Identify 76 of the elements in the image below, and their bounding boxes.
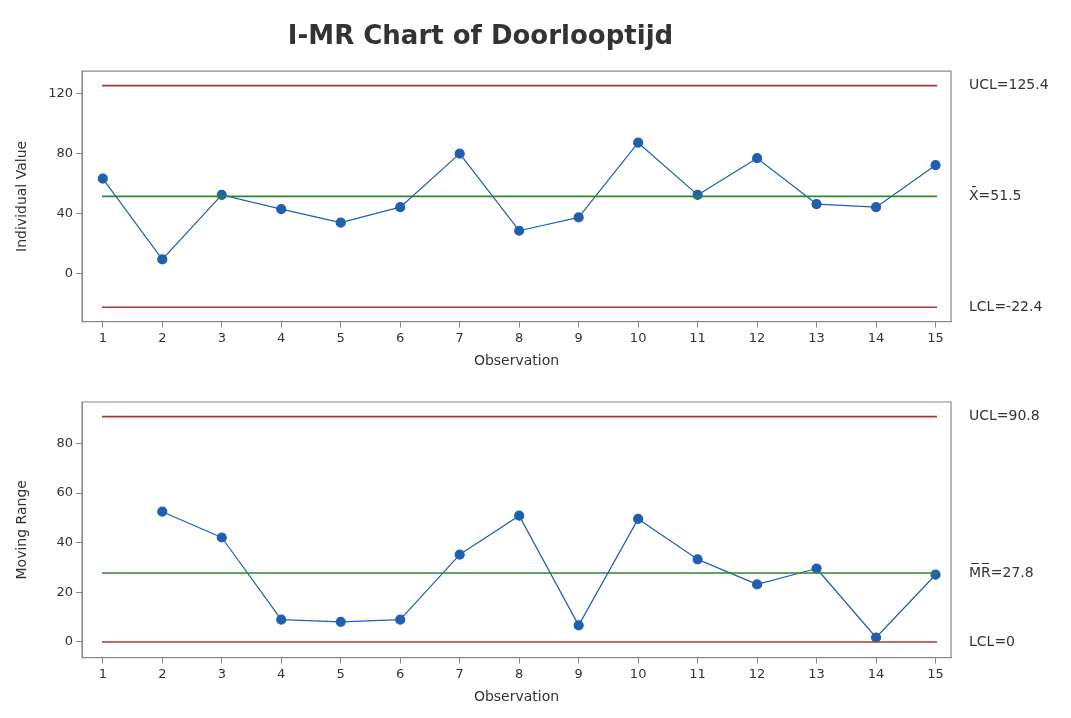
x-tick-label: 15: [927, 329, 944, 345]
point: [633, 513, 644, 524]
x-tick-label: 6: [396, 329, 405, 345]
y-tick-label: 80: [56, 145, 73, 161]
x-tick-label: 3: [217, 665, 226, 681]
x-tick-label: 13: [808, 665, 825, 681]
x-tick-label: 8: [515, 665, 524, 681]
point: [395, 202, 406, 213]
x-tick-label: 4: [277, 665, 286, 681]
ref-line-label: LCL=0: [969, 632, 1016, 649]
point: [514, 225, 525, 236]
point: [335, 217, 346, 228]
x-tick-label: 3: [217, 329, 226, 345]
point: [573, 212, 584, 223]
ref-line-label: LCL=-22.4: [969, 297, 1043, 314]
point: [752, 579, 763, 590]
x-tick-label: 14: [867, 665, 885, 681]
point: [216, 532, 227, 543]
y-tick-label: 40: [56, 534, 73, 550]
x-tick-label: 5: [336, 329, 345, 345]
point: [930, 160, 941, 171]
x-tick-label: 14: [867, 329, 885, 345]
ref-line-label: UCL=125.4: [969, 76, 1049, 93]
point: [870, 632, 882, 643]
chart-title: I-MR Chart of Doorlooptijd: [287, 20, 674, 51]
x-tick-label: 9: [574, 329, 583, 345]
x-tick-label: 11: [689, 665, 706, 681]
x-tick-label: 7: [455, 665, 464, 681]
point: [573, 620, 584, 631]
point: [276, 614, 287, 625]
y-tick-label: 80: [56, 434, 73, 450]
x-tick-label: 1: [98, 329, 107, 345]
x-tick-label: 8: [515, 329, 524, 345]
x-tick-label: 9: [574, 665, 583, 681]
y-tick-label: 120: [48, 85, 73, 101]
y-axis-title: Individual Value: [13, 140, 30, 252]
x-tick-label: 10: [629, 329, 647, 345]
point: [97, 173, 108, 184]
point: [514, 510, 525, 521]
y-tick-label: 40: [56, 205, 73, 221]
x-tick-label: 10: [629, 665, 647, 681]
point: [811, 198, 822, 210]
x-tick-label: 2: [158, 665, 167, 681]
x-tick-label: 12: [748, 665, 766, 681]
x-tick-label: 12: [748, 329, 766, 345]
point: [811, 563, 822, 574]
x-tick-label: 4: [277, 329, 286, 345]
point: [157, 506, 168, 517]
x-tick-label: 15: [927, 665, 944, 681]
point: [633, 137, 644, 148]
x-tick-label: 6: [396, 665, 405, 681]
point: [692, 554, 703, 565]
x-tick-label: 1: [98, 665, 107, 681]
y-tick-label: 60: [56, 484, 73, 500]
y-tick-label: 0: [64, 633, 73, 649]
y-tick-label: 20: [56, 583, 73, 599]
point: [276, 204, 287, 215]
ref-line-label: X̄=51.5: [969, 186, 1022, 204]
point: [454, 549, 465, 560]
point: [395, 614, 406, 625]
ref-line-label: M̅R̅=27.8: [969, 563, 1034, 580]
x-tick-label: 13: [808, 329, 825, 345]
x-tick-label: 2: [158, 329, 167, 345]
point: [335, 616, 346, 627]
ref-line-label: UCL=90.8: [969, 407, 1040, 424]
point: [157, 254, 168, 265]
x-tick-label: 11: [689, 329, 706, 345]
x-axis-title: Observation: [473, 352, 560, 369]
x-tick-label: 7: [455, 329, 464, 345]
x-tick-label: 5: [336, 665, 345, 681]
point: [752, 153, 763, 164]
x-axis-title: Observation: [473, 688, 560, 705]
y-axis-title: Moving Range: [13, 480, 30, 580]
point: [454, 148, 465, 159]
y-tick-label: 0: [64, 264, 73, 280]
point: [870, 202, 882, 213]
